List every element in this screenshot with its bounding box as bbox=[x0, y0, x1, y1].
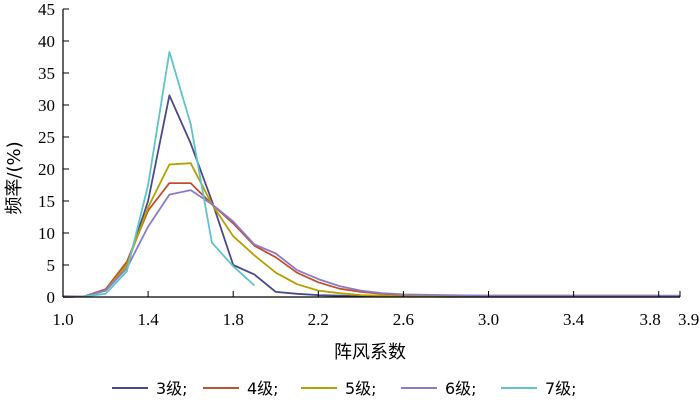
y-tick-label: 45 bbox=[38, 0, 55, 19]
x-tick-label: 3.4 bbox=[563, 310, 585, 329]
x-tick-label: 3.9 bbox=[678, 310, 699, 329]
y-tick-label: 15 bbox=[38, 192, 55, 211]
x-tick-label: 2.2 bbox=[308, 310, 329, 329]
y-tick-label: 35 bbox=[38, 64, 55, 83]
y-tick-label: 20 bbox=[38, 160, 55, 179]
axes bbox=[62, 9, 680, 298]
x-tick-label: 3.0 bbox=[478, 310, 499, 329]
legend-label: 5级; bbox=[345, 379, 377, 398]
y-tick-label: 5 bbox=[47, 256, 56, 275]
x-tick-label: 1.8 bbox=[223, 310, 244, 329]
legend-label: 4级; bbox=[247, 379, 279, 398]
x-tick-label: 3.8 bbox=[639, 310, 660, 329]
legend: 3级; 4级; 5级; 6级; 7级; bbox=[112, 379, 577, 398]
x-tick-label: 1.4 bbox=[137, 310, 159, 329]
legend-label: 6级; bbox=[445, 379, 477, 398]
legend-label: 3级; bbox=[156, 379, 188, 398]
y-tick-label: 40 bbox=[38, 32, 55, 51]
x-axis-ticks: 1.0 1.4 1.8 2.2 2.6 3.0 3.4 3.8 3.9 bbox=[52, 291, 699, 329]
x-tick-label: 2.6 bbox=[393, 310, 414, 329]
x-tick-label: 1.0 bbox=[52, 310, 73, 329]
y-axis-ticks: 0 5 10 15 20 25 30 35 40 45 bbox=[38, 0, 69, 307]
y-tick-label: 0 bbox=[47, 288, 56, 307]
legend-label: 7级; bbox=[545, 379, 577, 398]
y-tick-label: 10 bbox=[38, 224, 55, 243]
x-axis-title: 阵风系数 bbox=[334, 342, 406, 363]
series-line-6 bbox=[62, 189, 680, 298]
series-line-7 bbox=[84, 51, 256, 298]
y-tick-label: 25 bbox=[38, 128, 55, 147]
plot-lines bbox=[62, 51, 680, 298]
series-line-3 bbox=[63, 94, 680, 298]
y-axis-title: 频率/(%) bbox=[4, 141, 25, 214]
y-tick-label: 30 bbox=[38, 96, 55, 115]
